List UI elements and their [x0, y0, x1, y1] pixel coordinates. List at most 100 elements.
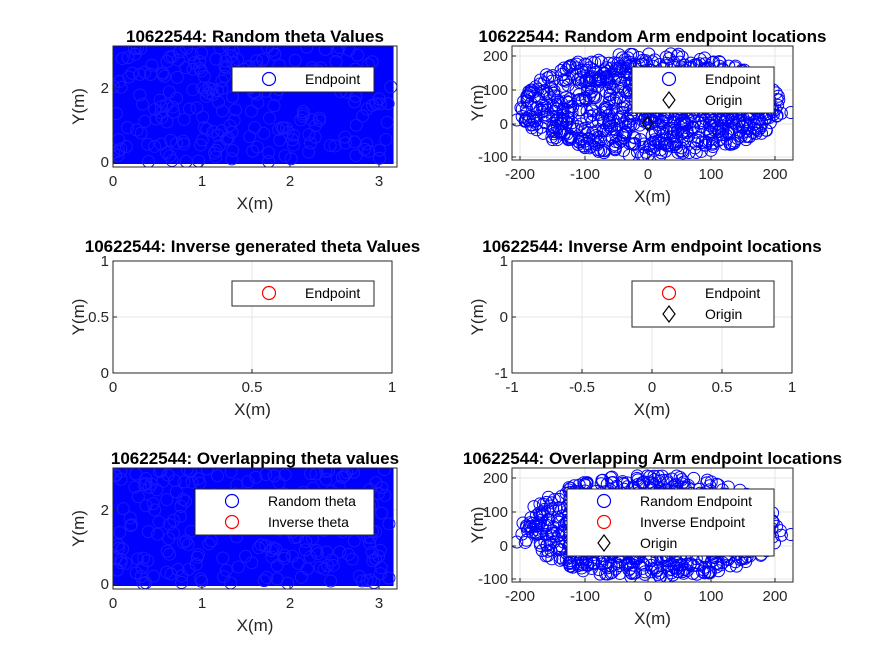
- data-point: [616, 128, 630, 142]
- data-point: [305, 113, 319, 127]
- data-point: [678, 116, 692, 130]
- data-point: [286, 138, 300, 152]
- data-point: [569, 67, 583, 81]
- data-point: [152, 515, 166, 529]
- data-point: [125, 518, 139, 532]
- data-point: [599, 559, 613, 573]
- data-point: [695, 113, 709, 127]
- data-point: [380, 115, 394, 129]
- data-point: [736, 120, 750, 134]
- data-point: [177, 113, 191, 127]
- x-axis-label: X(m): [234, 400, 271, 419]
- data-point: [273, 133, 287, 147]
- data-point: [224, 468, 238, 479]
- data-point: [320, 545, 334, 559]
- data-point: [688, 141, 702, 155]
- data-point: [378, 488, 392, 502]
- data-point: [372, 92, 386, 106]
- data-point: [163, 517, 177, 531]
- data-point: [345, 552, 359, 566]
- data-point: [267, 469, 281, 483]
- data-point: [326, 558, 340, 572]
- data-point: [194, 46, 208, 60]
- x-tick-label: 1: [788, 379, 796, 396]
- data-point: [286, 128, 300, 142]
- data-point: [167, 105, 181, 119]
- data-point: [133, 88, 147, 102]
- data-point: [128, 480, 142, 494]
- data-point: [627, 566, 641, 580]
- data-point: [358, 142, 372, 156]
- data-point: [114, 80, 128, 94]
- series-random-theta: [113, 468, 396, 589]
- data-point: [637, 137, 651, 151]
- y-tick-label: -100: [478, 571, 508, 588]
- data-point: [199, 89, 213, 103]
- data-point: [226, 46, 240, 58]
- data-point: [705, 137, 719, 151]
- circle-marker-icon: [261, 285, 277, 301]
- data-point: [606, 112, 620, 126]
- data-point: [523, 516, 537, 530]
- data-point: [226, 144, 240, 158]
- data-point: [554, 63, 568, 77]
- x-tick-label: 100: [698, 588, 723, 605]
- data-point: [294, 113, 308, 127]
- circle-marker-icon: [661, 285, 677, 301]
- data-point: [535, 521, 549, 535]
- data-point: [659, 570, 673, 582]
- data-point: [592, 144, 606, 158]
- data-point: [177, 535, 191, 549]
- data-point: [319, 472, 333, 486]
- data-point: [589, 65, 603, 79]
- data-point: [360, 102, 374, 116]
- data-point: [609, 562, 623, 576]
- data-point: [121, 121, 135, 135]
- axes-box: [112, 45, 398, 168]
- data-point: [270, 559, 284, 573]
- data-point: [156, 67, 170, 81]
- data-point: [177, 137, 191, 151]
- data-point: [342, 547, 356, 561]
- data-point: [347, 135, 361, 149]
- data-point: [555, 97, 569, 111]
- data-point: [246, 144, 260, 158]
- circle-marker-icon: [224, 514, 240, 530]
- data-point: [131, 552, 145, 566]
- legend-entry-label: Origin: [705, 306, 742, 322]
- data-point: [113, 144, 125, 158]
- data-point: [177, 475, 191, 489]
- x-tick-label: -100: [570, 166, 600, 183]
- data-point: [324, 574, 338, 588]
- axes-box: [112, 467, 398, 590]
- data-point: [160, 544, 174, 558]
- legend-box: [231, 280, 375, 307]
- data-point: [533, 73, 547, 87]
- data-point: [148, 139, 162, 153]
- data-point: [363, 536, 377, 550]
- data-point: [659, 136, 673, 150]
- data-point: [209, 52, 223, 66]
- data-point: [121, 51, 135, 65]
- data-point: [162, 547, 176, 561]
- data-point: [373, 567, 387, 581]
- data-point: [591, 130, 605, 144]
- x-tick-label: 1: [198, 595, 206, 612]
- data-point: [146, 497, 160, 511]
- data-point: [544, 82, 558, 96]
- panel-overlap-theta: 10622544: Overlapping theta values 0 1 2 3 0 2…: [69, 449, 399, 635]
- legend-entry-label: Random theta: [268, 493, 356, 509]
- data-point: [114, 468, 128, 478]
- data-point: [150, 483, 164, 497]
- y-tick-label: 2: [101, 502, 109, 519]
- data-point: [626, 130, 640, 144]
- data-point: [636, 53, 650, 67]
- data-point: [332, 46, 346, 54]
- legend: Endpoint: [231, 280, 375, 307]
- data-point: [162, 532, 176, 546]
- data-point: [604, 471, 618, 485]
- data-point: [313, 111, 327, 125]
- data-point: [520, 94, 534, 108]
- data-point: [550, 541, 564, 555]
- data-point: [373, 151, 387, 165]
